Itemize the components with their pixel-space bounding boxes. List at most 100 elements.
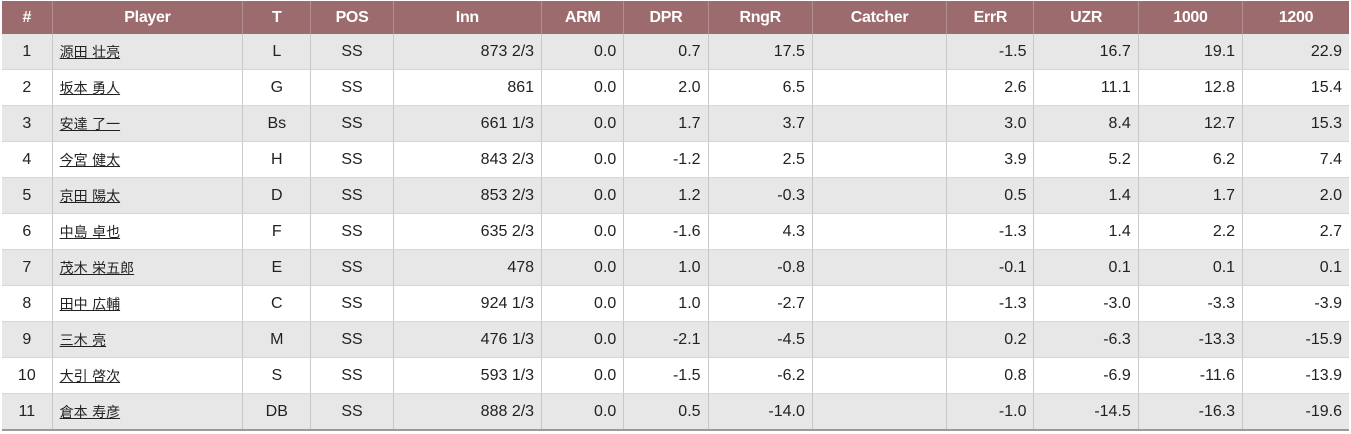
cell-per1200: 15.4 — [1242, 69, 1349, 106]
player-link[interactable]: 坂本 勇人 — [59, 80, 121, 97]
cell-inn: 873 2/3 — [393, 34, 543, 70]
cell-pos: SS — [310, 34, 394, 70]
cell-catcher — [812, 285, 948, 322]
header-player[interactable]: Player — [52, 1, 244, 34]
cell-catcher — [812, 321, 948, 358]
cell-per1000: -11.6 — [1138, 357, 1244, 394]
cell-inn: 861 — [393, 69, 543, 106]
cell-arm: 0.0 — [541, 321, 625, 358]
player-link[interactable]: 倉本 寿彦 — [59, 404, 121, 421]
cell-per1200: -3.9 — [1242, 285, 1349, 322]
cell-errr: 0.5 — [946, 177, 1035, 214]
cell-per1000: 2.2 — [1138, 213, 1244, 250]
table-header: # Player T POS Inn ARM DPR RngR Catcher … — [2, 1, 1349, 34]
cell-per1000: 0.1 — [1138, 249, 1244, 286]
cell-per1200: 7.4 — [1242, 141, 1349, 178]
cell-errr: 3.9 — [946, 141, 1035, 178]
cell-catcher — [812, 141, 948, 178]
cell-dpr: 0.7 — [623, 34, 709, 70]
cell-arm: 0.0 — [541, 105, 625, 142]
cell-team: M — [242, 321, 312, 358]
table-body: 1 源田 壮亮 L SS 873 2/3 0.0 0.7 17.5 -1.5 16.7 19.1 22… — [2, 34, 1349, 431]
header-errr[interactable]: ErrR — [946, 1, 1035, 34]
header-dpr[interactable]: DPR — [623, 1, 709, 34]
cell-rngr: 3.7 — [708, 105, 813, 142]
cell-rngr: 6.5 — [708, 69, 813, 106]
cell-rank: 7 — [2, 249, 53, 286]
cell-catcher — [812, 249, 948, 286]
cell-team: L — [242, 34, 312, 70]
cell-team: D — [242, 177, 312, 214]
cell-team: DB — [242, 393, 312, 431]
cell-rank: 10 — [2, 357, 53, 394]
header-per1200[interactable]: 1200 — [1242, 1, 1349, 34]
table-row: 5 京田 陽太 D SS 853 2/3 0.0 1.2 -0.3 0.5 1.4 1.7 2.0 — [2, 177, 1349, 214]
header-catcher[interactable]: Catcher — [812, 1, 948, 34]
cell-player: 安達 了一 — [52, 105, 244, 142]
cell-uzr: -14.5 — [1033, 393, 1139, 431]
cell-per1200: 2.0 — [1242, 177, 1349, 214]
cell-inn: 843 2/3 — [393, 141, 543, 178]
player-link[interactable]: 京田 陽太 — [59, 188, 121, 205]
header-rank[interactable]: # — [2, 1, 53, 34]
cell-inn: 853 2/3 — [393, 177, 543, 214]
cell-uzr: -3.0 — [1033, 285, 1139, 322]
cell-errr: 0.2 — [946, 321, 1035, 358]
header-per1000[interactable]: 1000 — [1138, 1, 1244, 34]
player-link[interactable]: 三木 亮 — [59, 332, 107, 349]
player-link[interactable]: 今宮 健太 — [59, 152, 121, 169]
cell-uzr: 16.7 — [1033, 34, 1139, 70]
cell-arm: 0.0 — [541, 141, 625, 178]
header-rngr[interactable]: RngR — [708, 1, 813, 34]
cell-dpr: 1.0 — [623, 249, 709, 286]
cell-pos: SS — [310, 321, 394, 358]
player-link[interactable]: 茂木 栄五郎 — [59, 260, 135, 277]
cell-catcher — [812, 213, 948, 250]
player-link[interactable]: 源田 壮亮 — [59, 44, 121, 61]
cell-team: G — [242, 69, 312, 106]
cell-per1000: -13.3 — [1138, 321, 1244, 358]
cell-dpr: 0.5 — [623, 393, 709, 431]
cell-uzr: 5.2 — [1033, 141, 1139, 178]
cell-per1000: 19.1 — [1138, 34, 1244, 70]
cell-rank: 2 — [2, 69, 53, 106]
cell-per1200: 15.3 — [1242, 105, 1349, 142]
cell-uzr: 1.4 — [1033, 177, 1139, 214]
cell-catcher — [812, 34, 948, 70]
cell-rank: 11 — [2, 393, 53, 431]
cell-rank: 4 — [2, 141, 53, 178]
cell-per1000: 6.2 — [1138, 141, 1244, 178]
cell-player: 源田 壮亮 — [52, 34, 244, 70]
cell-rngr: -0.8 — [708, 249, 813, 286]
cell-errr: 0.8 — [946, 357, 1035, 394]
cell-arm: 0.0 — [541, 357, 625, 394]
player-link[interactable]: 安達 了一 — [59, 116, 121, 133]
cell-pos: SS — [310, 357, 394, 394]
cell-rngr: -4.5 — [708, 321, 813, 358]
header-arm[interactable]: ARM — [541, 1, 625, 34]
cell-per1200: -15.9 — [1242, 321, 1349, 358]
table-row: 9 三木 亮 M SS 476 1/3 0.0 -2.1 -4.5 0.2 -6.3 -13.3 -1… — [2, 321, 1349, 358]
header-pos[interactable]: POS — [310, 1, 394, 34]
cell-rank: 1 — [2, 34, 53, 70]
player-link[interactable]: 大引 啓次 — [59, 368, 121, 385]
player-link[interactable]: 中島 卓也 — [59, 224, 121, 241]
cell-team: C — [242, 285, 312, 322]
header-uzr[interactable]: UZR — [1033, 1, 1139, 34]
cell-rngr: -6.2 — [708, 357, 813, 394]
cell-player: 田中 広輔 — [52, 285, 244, 322]
cell-inn: 661 1/3 — [393, 105, 543, 142]
cell-dpr: 1.7 — [623, 105, 709, 142]
cell-errr: 3.0 — [946, 105, 1035, 142]
cell-rngr: -14.0 — [708, 393, 813, 431]
header-team[interactable]: T — [242, 1, 312, 34]
cell-arm: 0.0 — [541, 285, 625, 322]
cell-player: 坂本 勇人 — [52, 69, 244, 106]
cell-dpr: -2.1 — [623, 321, 709, 358]
cell-per1000: 1.7 — [1138, 177, 1244, 214]
player-link[interactable]: 田中 広輔 — [59, 296, 121, 313]
header-row: # Player T POS Inn ARM DPR RngR Catcher … — [2, 1, 1349, 34]
header-inn[interactable]: Inn — [393, 1, 543, 34]
cell-per1200: 0.1 — [1242, 249, 1349, 286]
cell-arm: 0.0 — [541, 393, 625, 431]
